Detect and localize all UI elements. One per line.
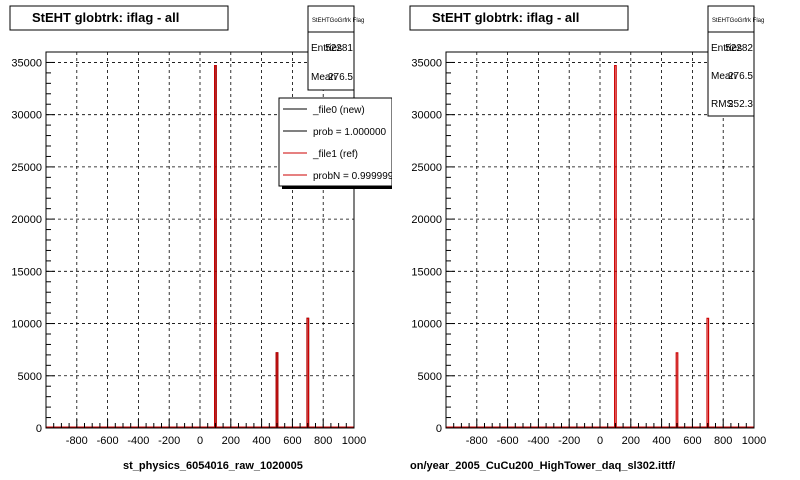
stats-value: 276.5 xyxy=(728,71,753,82)
stats-name: StEHTGoGrfrk Flag xyxy=(712,18,764,24)
x-tick-label: 800 xyxy=(314,435,332,447)
bar-2-1 xyxy=(214,64,217,428)
legend-frame xyxy=(278,97,392,187)
chart-title: StEHT globtrk: iflag - all xyxy=(32,10,179,25)
legend-label: _file0 (new) xyxy=(312,105,365,116)
title-box xyxy=(409,5,629,31)
x-tick-label: -400 xyxy=(127,435,149,447)
stats-label: Mean xyxy=(711,71,736,82)
x-tick-label: 1000 xyxy=(742,435,766,447)
x-tick-label: 200 xyxy=(622,435,640,447)
y-tick-label: 20000 xyxy=(411,214,442,226)
legend-label: prob = 1.000000 xyxy=(313,127,387,138)
y-tick-label: 5000 xyxy=(18,371,42,383)
legend-label: _file1 (ref) xyxy=(312,149,358,160)
y-tick-label: 15000 xyxy=(411,266,442,278)
bar-1-3 xyxy=(706,317,710,428)
axes: -800 -600 -400 -200 0 200 400 600 800 10000500010… xyxy=(11,51,366,447)
x-tick-label: -400 xyxy=(527,435,549,447)
stats-value: 52282 xyxy=(725,43,753,54)
stats-label: Entries xyxy=(311,43,342,54)
x-tick-label: -800 xyxy=(66,435,88,447)
y-tick-label: 5000 xyxy=(418,371,442,383)
y-tick-label: 30000 xyxy=(11,110,42,122)
y-tick-label: 10000 xyxy=(411,319,442,331)
stats-frame xyxy=(307,5,355,91)
stats-value: 252.3 xyxy=(728,99,753,110)
y-tick-label: 15000 xyxy=(11,266,42,278)
x-tick-label: 600 xyxy=(283,435,301,447)
x-tick-label: 400 xyxy=(652,435,670,447)
x-tick-label: -600 xyxy=(97,435,119,447)
bar-1-1 xyxy=(614,64,617,428)
x-tick-label: 800 xyxy=(714,435,732,447)
stats-frame xyxy=(707,5,755,117)
bar-1-2 xyxy=(675,352,679,428)
axes: -800 -600 -400 -200 0 200 400 600 800 10000500010… xyxy=(411,51,766,447)
x-tick-label: -200 xyxy=(558,435,580,447)
x-tick-label: -800 xyxy=(466,435,488,447)
x-axis-label: st_physics_6054016_raw_1020005 xyxy=(123,460,303,472)
x-tick-label: 600 xyxy=(683,435,701,447)
stats-label: Entries xyxy=(711,43,742,54)
x-tick-label: -600 xyxy=(497,435,519,447)
x-tick-label: 1000 xyxy=(342,435,366,447)
stats-value: 276.5 xyxy=(328,72,353,83)
bar-2-3 xyxy=(306,317,310,428)
y-tick-label: 0 xyxy=(436,423,442,435)
y-tick-label: 25000 xyxy=(411,162,442,174)
x-tick-label: 200 xyxy=(222,435,240,447)
stats-value: 52281 xyxy=(325,43,353,54)
x-tick-label: 0 xyxy=(597,435,603,447)
histogram-panel-1: -800 -600 -400 -200 0 200 400 600 800 10000500010… xyxy=(9,5,394,472)
stats-label: RMS xyxy=(711,99,734,110)
x-tick-label: 0 xyxy=(197,435,203,447)
y-tick-label: 20000 xyxy=(11,214,42,226)
y-tick-label: 25000 xyxy=(11,162,42,174)
bar-2-2 xyxy=(275,352,279,428)
y-tick-label: 10000 xyxy=(11,319,42,331)
stats-label: Mean xyxy=(311,72,336,83)
histogram-panel-2: -800 -600 -400 -200 0 200 400 600 800 10000500010… xyxy=(409,5,766,472)
stats-name: StEHTGoGrfrk Flag xyxy=(312,18,364,24)
title-box xyxy=(9,5,229,31)
x-tick-label: 400 xyxy=(252,435,270,447)
legend-label: probN = 0.999999 xyxy=(313,171,394,182)
y-tick-label: 30000 xyxy=(411,110,442,122)
chart-title: StEHT globtrk: iflag - all xyxy=(432,10,579,25)
legend: _file0 (new) prob = 1.000000 _file1 (ref) p… xyxy=(278,97,394,189)
y-tick-label: 35000 xyxy=(11,57,42,69)
y-tick-label: 0 xyxy=(36,423,42,435)
y-tick-label: 35000 xyxy=(411,57,442,69)
x-axis-label: on/year_2005_CuCu200_HighTower_daq_sl302… xyxy=(410,460,675,472)
x-tick-label: -200 xyxy=(158,435,180,447)
